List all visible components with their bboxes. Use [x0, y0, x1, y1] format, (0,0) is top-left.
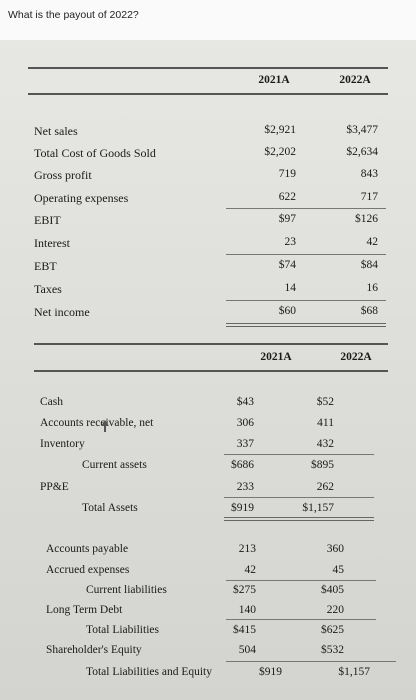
bs-asset-label: Total Assets — [82, 502, 138, 514]
bs-liability-value-2021: $415 — [233, 624, 256, 636]
bs-asset-value-2022: 432 — [316, 438, 334, 450]
is-row-value-2022: $126 — [355, 213, 378, 225]
is-taxes-rule — [226, 300, 386, 301]
is-row-value-2022: 42 — [366, 236, 379, 248]
bs-liability-value-2022: $532 — [321, 644, 344, 656]
bs-total-assets-rule — [224, 517, 374, 518]
bs-liability-value-2021: 42 — [244, 564, 257, 576]
is-header-rule — [28, 93, 388, 95]
bs-asset-value-2022: $895 — [311, 459, 334, 471]
bs-liability-value-2022: $625 — [321, 624, 344, 636]
bs-asset-value-2022: $1,157 — [302, 502, 334, 514]
is-row-label: Net income — [34, 305, 90, 319]
bs-asset-value-2021: $919 — [231, 502, 254, 514]
bs-liability-value-2021: $919 — [259, 666, 282, 678]
bs-liability-value-2022: 45 — [332, 564, 345, 576]
bs-header-2021: 2021A — [260, 351, 292, 363]
bs-asset-label: Inventory — [40, 438, 85, 450]
question-text: What is the payout of 2022? — [8, 9, 139, 21]
is-header-2021: 2021A — [258, 74, 290, 86]
bs-liability-label: Current liabilities — [86, 584, 167, 596]
is-row-value-2021: $74 — [278, 259, 296, 271]
bs-asset-value-2021: $43 — [236, 396, 254, 408]
is-row-value-2021: $97 — [278, 213, 296, 225]
is-row-label: Operating expenses — [34, 191, 129, 205]
bs-header-2022: 2022A — [340, 351, 372, 363]
bs-asset-label: PP&E — [40, 481, 69, 493]
cursor-arrow-icon — [101, 420, 109, 432]
is-row-value-2022: 16 — [366, 282, 379, 294]
bs-asset-value-2021: 233 — [236, 481, 254, 493]
is-row-value-2022: $84 — [360, 259, 378, 271]
bs-asset-value-2021: 306 — [236, 417, 254, 429]
bs-liability-value-2021: 213 — [238, 543, 256, 555]
is-header-2022: 2022A — [339, 74, 371, 86]
is-net-income-rule — [226, 323, 386, 324]
bs-asset-value-2021: $686 — [231, 459, 254, 471]
bs-ppe-rule — [224, 497, 374, 498]
bs-equity-rule — [226, 661, 396, 662]
is-row-value-2021: 23 — [284, 236, 297, 248]
question-bar: What is the payout of 2022? — [0, 0, 416, 40]
bs-liability-label: Total Liabilities and Equity — [86, 666, 212, 678]
is-opex-rule — [226, 208, 386, 209]
bs-asset-label: Cash — [40, 396, 63, 408]
is-top-rule — [28, 67, 388, 69]
bs-asset-label: Current assets — [82, 459, 147, 471]
is-row-value-2021: 622 — [278, 191, 296, 203]
is-row-value-2022: 843 — [360, 168, 378, 180]
is-row-label: Gross profit — [34, 168, 92, 182]
is-row-label: EBT — [34, 259, 57, 273]
is-row-value-2021: $2,921 — [264, 124, 296, 136]
is-row-value-2022: $3,477 — [346, 124, 378, 136]
is-interest-rule — [226, 254, 386, 255]
bs-inventory-rule — [224, 454, 374, 455]
is-row-label: Taxes — [34, 282, 62, 296]
bs-header-rule — [34, 370, 388, 372]
bs-asset-value-2022: 411 — [317, 417, 334, 429]
is-row-value-2021: $60 — [278, 305, 296, 317]
bs-liability-value-2022: $405 — [321, 584, 344, 596]
is-row-label: EBIT — [34, 213, 61, 227]
bs-top-rule — [34, 343, 388, 345]
bs-asset-value-2022: $52 — [316, 396, 334, 408]
is-row-value-2021: $2,202 — [264, 146, 296, 158]
bs-liability-value-2022: $1,157 — [338, 666, 370, 678]
is-row-value-2022: $2,634 — [346, 146, 378, 158]
bs-liability-label: Long Term Debt — [46, 604, 123, 616]
bs-asset-value-2021: 337 — [236, 438, 254, 450]
is-row-label: Interest — [34, 236, 70, 250]
bs-liability-label: Accounts payable — [46, 543, 129, 555]
bs-liability-value-2021: $275 — [233, 584, 256, 596]
is-row-label: Net sales — [34, 124, 78, 138]
bs-accrued-rule — [226, 580, 376, 581]
bs-liability-label: Accrued expenses — [46, 564, 130, 576]
bs-asset-label: Accounts receivable, net — [40, 417, 154, 429]
bs-liability-label: Total Liabilities — [86, 624, 159, 636]
is-row-value-2022: $68 — [360, 305, 378, 317]
bs-liability-value-2022: 220 — [326, 604, 344, 616]
bs-ltd-rule — [226, 619, 376, 620]
bs-liability-value-2021: 504 — [238, 644, 256, 656]
is-row-value-2021: 14 — [284, 282, 297, 294]
is-row-value-2022: 717 — [360, 191, 378, 203]
bs-liability-value-2022: 360 — [326, 543, 344, 555]
bs-liability-value-2021: 140 — [238, 604, 256, 616]
bs-asset-value-2022: 262 — [316, 481, 334, 493]
is-row-label: Total Cost of Goods Sold — [34, 146, 156, 160]
is-row-value-2021: 719 — [278, 168, 296, 180]
bs-liability-label: Shareholder's Equity — [46, 644, 142, 656]
